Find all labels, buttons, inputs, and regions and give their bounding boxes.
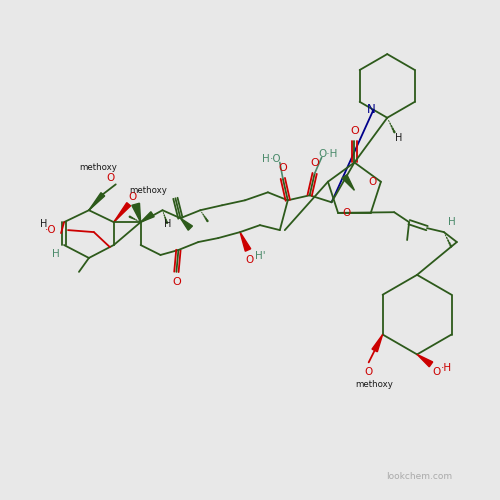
Polygon shape (180, 218, 192, 230)
Text: methoxy: methoxy (130, 186, 168, 195)
Text: O: O (310, 158, 319, 168)
Text: O·H: O·H (318, 148, 338, 158)
Text: lookchem.com: lookchem.com (386, 472, 452, 481)
Text: H: H (52, 249, 60, 259)
Text: O: O (172, 277, 181, 287)
Text: H: H (448, 217, 456, 227)
Text: H: H (164, 219, 171, 229)
Text: ·O: ·O (270, 154, 281, 164)
Text: O: O (369, 176, 377, 186)
Text: H: H (40, 219, 48, 229)
Text: O: O (128, 192, 137, 202)
Text: ·H: ·H (442, 364, 452, 374)
Text: O: O (364, 368, 373, 378)
Polygon shape (132, 203, 140, 222)
Text: O: O (246, 255, 254, 265)
Text: ·O: ·O (46, 225, 57, 235)
Text: O: O (342, 208, 350, 218)
Text: O: O (350, 126, 359, 136)
Polygon shape (372, 334, 382, 352)
Polygon shape (240, 232, 250, 251)
Polygon shape (417, 354, 432, 367)
Text: N: N (367, 104, 376, 117)
Text: methoxy: methoxy (79, 163, 117, 172)
Text: H: H (396, 132, 403, 142)
Text: O: O (278, 164, 287, 173)
Polygon shape (140, 212, 154, 222)
Text: methoxy: methoxy (356, 380, 394, 389)
Polygon shape (89, 192, 104, 210)
Text: H': H' (254, 251, 266, 261)
Polygon shape (114, 202, 130, 222)
Polygon shape (342, 174, 354, 190)
Text: H: H (262, 154, 270, 164)
Text: O: O (433, 368, 441, 378)
Text: O: O (106, 174, 115, 184)
